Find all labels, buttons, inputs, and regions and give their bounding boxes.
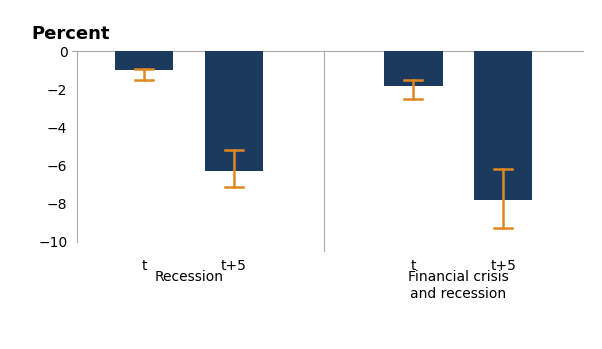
Bar xyxy=(115,51,173,70)
Bar xyxy=(474,51,532,200)
Text: Financial crisis
and recession: Financial crisis and recession xyxy=(408,270,509,300)
Bar xyxy=(205,51,263,171)
Text: Percent: Percent xyxy=(31,25,110,43)
Text: Recession: Recession xyxy=(155,270,223,284)
Bar xyxy=(384,51,442,86)
